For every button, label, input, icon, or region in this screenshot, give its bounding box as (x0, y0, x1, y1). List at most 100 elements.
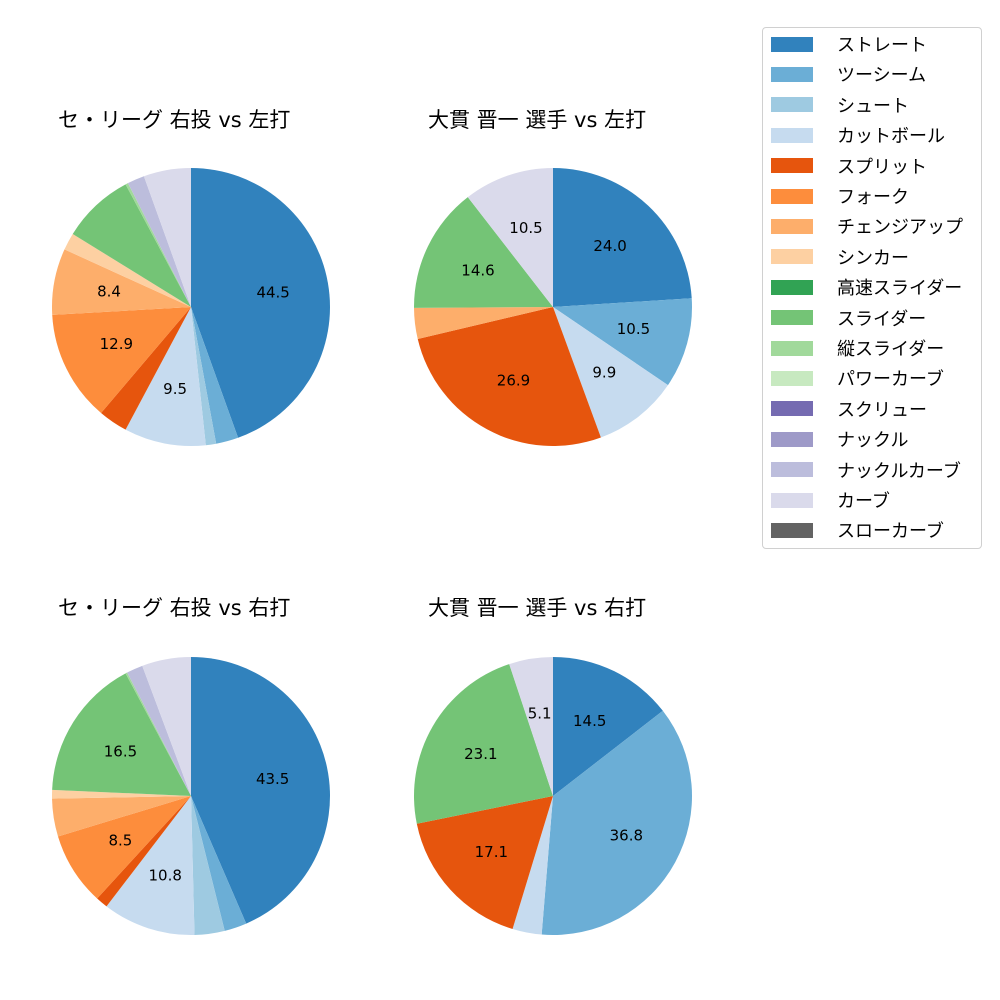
slice-label: 10.5 (617, 320, 650, 338)
slice-label: 9.5 (163, 380, 187, 398)
legend-label: チェンジアップ (837, 217, 963, 239)
legend-label: スプリット (837, 156, 927, 178)
legend-swatch (771, 66, 813, 82)
pie-slice (101, 307, 191, 430)
legend-item: スクリュー (771, 398, 927, 421)
legend-item: フォーク (771, 185, 909, 208)
slice-label: 24.0 (593, 237, 626, 255)
pie-slice (553, 657, 663, 796)
slice-label: 10.5 (509, 219, 542, 237)
legend-item: カーブ (771, 489, 890, 512)
legend-item: スライダー (771, 307, 927, 330)
legend-label: 縦スライダー (837, 339, 945, 360)
pie-slice (127, 176, 191, 307)
pie-slice (51, 789, 191, 799)
legend-item: スプリット (771, 155, 927, 178)
legend-swatch (771, 127, 813, 143)
pie-slice (417, 307, 601, 447)
pie-slice (512, 796, 553, 935)
pie-slice (127, 665, 191, 796)
legend-label: ストレート (837, 35, 927, 56)
slice-label: 12.9 (100, 335, 133, 353)
chart-title: セ・リーグ 右投 vs 右打 (58, 596, 291, 620)
pie-slice (541, 710, 692, 935)
pie-slice (414, 307, 553, 340)
legend-label: スライダー (837, 308, 927, 330)
legend-item: シュート (771, 94, 909, 117)
legend-swatch (771, 431, 813, 447)
slice-label: 14.6 (461, 262, 494, 280)
pie-slice (553, 298, 693, 386)
legend-label: カーブ (837, 491, 890, 512)
legend-label: 高速スライダー (837, 278, 963, 300)
legend-item: 高速スライダー (771, 276, 963, 300)
legend-label: スクリュー (837, 399, 927, 421)
legend-label: カットボール (837, 126, 945, 148)
pie-slice (51, 249, 191, 315)
legend-swatch (771, 492, 813, 508)
legend-swatch (771, 97, 813, 113)
legend-label: シンカー (837, 247, 909, 269)
pie-slice (191, 796, 225, 935)
pie-slice (416, 796, 553, 929)
slice-label: 16.5 (104, 743, 137, 761)
pie-slice (553, 307, 668, 438)
legend-swatch (771, 310, 813, 326)
chart-title: 大貫 晋一 選手 vs 右打 (428, 596, 647, 620)
pie-slice (106, 796, 195, 935)
legend-swatch (771, 188, 813, 204)
legend-swatch (771, 249, 813, 265)
slice-label: 43.5 (256, 770, 289, 788)
slice-label: 44.5 (256, 284, 289, 302)
legend-swatch (771, 218, 813, 234)
legend: ストレート ツーシーム シュート カットボール スプリット フォーク チェンジアップ シンカー… (762, 27, 982, 549)
slice-label: 14.5 (573, 712, 606, 730)
pie-slice (52, 796, 192, 837)
legend-label: パワーカーブ (837, 369, 944, 391)
pie-slice (414, 664, 553, 824)
pie-slice (125, 307, 206, 447)
pie-slice (191, 168, 331, 438)
slice-label: 26.9 (497, 371, 530, 389)
chart-title: 大貫 晋一 選手 vs 左打 (428, 108, 647, 132)
pie-slice (52, 307, 191, 413)
slice-label: 17.1 (475, 843, 508, 861)
legend-item: 縦スライダー (771, 337, 945, 360)
legend-swatch (771, 462, 813, 478)
legend-swatch (771, 522, 813, 538)
pie-slice (467, 168, 553, 307)
legend-item: ナックル (771, 428, 909, 452)
slice-label: 8.4 (97, 283, 121, 301)
legend-item: スローカーブ (771, 519, 944, 543)
chart-title: セ・リーグ 右投 vs 左打 (58, 108, 291, 132)
legend-item: カットボール (771, 124, 945, 148)
slice-label: 36.8 (610, 827, 643, 845)
legend-item: パワーカーブ (771, 367, 944, 391)
legend-swatch (771, 401, 813, 417)
slice-label: 23.1 (464, 745, 497, 763)
legend-swatch (771, 370, 813, 386)
pie-slice (97, 796, 191, 907)
legend-item: ストレート (771, 33, 927, 56)
slice-label: 5.1 (528, 705, 552, 723)
legend-item: シンカー (771, 246, 909, 269)
pie-slice (142, 657, 191, 796)
pie-slice (52, 673, 191, 796)
legend-swatch (771, 158, 813, 174)
slice-label: 10.8 (149, 866, 182, 884)
pie-slice (191, 307, 239, 444)
legend-label: ナックル (837, 430, 909, 452)
legend-swatch (771, 340, 813, 356)
pie-slice (191, 796, 247, 931)
pie-slice (72, 184, 191, 307)
pie-slice (509, 657, 553, 796)
pie-slice (125, 183, 191, 307)
legend-label: スローカーブ (837, 521, 944, 543)
legend-item: ナックルカーブ (771, 459, 961, 482)
legend-swatch (771, 36, 813, 52)
legend-swatch (771, 279, 813, 295)
